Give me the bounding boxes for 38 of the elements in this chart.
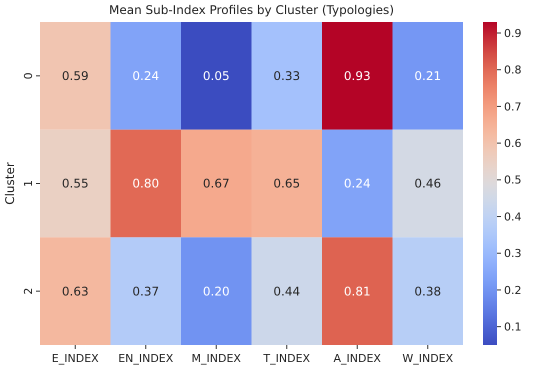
- color-bar-label: 0.7: [504, 100, 522, 114]
- data-label: 0.80: [132, 176, 160, 191]
- data-label: 0.05: [202, 69, 230, 84]
- color-bar-label: 0.9: [504, 26, 522, 40]
- x-tick-label: E_INDEX: [52, 352, 100, 365]
- x-tick-label: A_INDEX: [334, 352, 382, 365]
- chart-title: Mean Sub-Index Profiles by Cluster (Typologies): [109, 3, 394, 17]
- data-label: 0.24: [344, 176, 371, 191]
- data-label: 0.24: [132, 69, 160, 84]
- data-label: 0.38: [414, 284, 442, 298]
- y-tick-label: 1: [22, 180, 35, 187]
- data-label: 0.93: [344, 69, 371, 84]
- data-label: 0.44: [273, 284, 300, 298]
- color-bar-label: 0.1: [504, 320, 522, 334]
- data-label: 0.65: [273, 176, 300, 191]
- data-label: 0.33: [273, 69, 300, 84]
- data-label: 0.37: [132, 284, 160, 298]
- x-tick-label: W_INDEX: [402, 352, 454, 365]
- y-tick-label: 2: [22, 288, 35, 295]
- data-label: 0.63: [62, 284, 89, 298]
- y-tick-label: 0: [22, 72, 35, 80]
- x-tick-label: T_INDEX: [262, 352, 311, 365]
- x-tick-label: M_INDEX: [192, 352, 242, 365]
- data-label: 0.55: [62, 176, 89, 191]
- data-label: 0.46: [414, 176, 442, 191]
- data-label: 0.21: [414, 69, 442, 84]
- color-bar-label: 0.4: [504, 210, 522, 224]
- color-bar-label: 0.5: [504, 174, 522, 187]
- color-bar-label: 0.8: [504, 64, 522, 77]
- data-label: 0.81: [344, 284, 371, 298]
- color-bar-label: 0.2: [504, 284, 522, 297]
- data-label: 0.59: [62, 69, 89, 84]
- data-label: 0.67: [202, 176, 230, 191]
- y-axis-title: Cluster: [3, 162, 17, 205]
- data-label: 0.20: [202, 284, 230, 298]
- x-tick-label: EN_INDEX: [118, 352, 174, 365]
- color-bar-label: 0.6: [504, 136, 522, 150]
- color-bar-label: 0.3: [504, 247, 522, 260]
